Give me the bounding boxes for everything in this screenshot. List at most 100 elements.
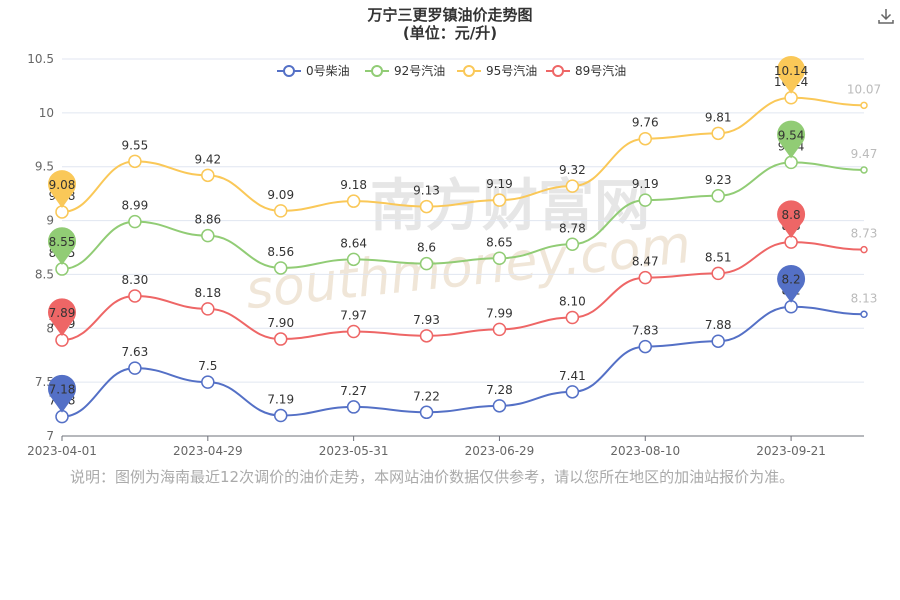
pin-label: 10.14 bbox=[774, 64, 808, 78]
x-tick-label: 2023-05-31 bbox=[319, 444, 389, 458]
y-tick-label: 7 bbox=[46, 429, 54, 443]
data-label: 8.56 bbox=[267, 245, 294, 259]
data-point[interactable] bbox=[273, 408, 288, 423]
legend-item[interactable]: 95号汽油 bbox=[457, 63, 537, 78]
pin-label: 9.54 bbox=[778, 128, 805, 142]
data-point[interactable] bbox=[128, 154, 142, 169]
markpoint-pin[interactable]: 7.89 bbox=[48, 298, 76, 337]
data-point[interactable] bbox=[201, 375, 215, 389]
data-point[interactable] bbox=[273, 204, 288, 218]
pin-label: 8.2 bbox=[782, 273, 801, 287]
data-label: 8.73 bbox=[851, 227, 878, 241]
pin-label: 7.18 bbox=[49, 383, 76, 397]
data-label: 9.76 bbox=[632, 116, 659, 130]
data-point[interactable] bbox=[711, 266, 725, 281]
markpoint-pin[interactable]: 9.08 bbox=[48, 170, 76, 208]
legend-item[interactable]: 89号汽油 bbox=[546, 63, 626, 78]
data-point[interactable] bbox=[860, 245, 868, 254]
data-label: 9.23 bbox=[705, 173, 732, 187]
legend-item[interactable]: 92号汽油 bbox=[365, 63, 445, 78]
data-point[interactable] bbox=[711, 126, 725, 141]
data-point[interactable] bbox=[273, 332, 288, 346]
data-point[interactable] bbox=[419, 256, 434, 271]
markpoint-pin[interactable]: 8.2 bbox=[777, 264, 806, 303]
legend-label: 95号汽油 bbox=[486, 63, 537, 78]
markpoint-pin[interactable]: 8.8 bbox=[777, 200, 806, 239]
series-line bbox=[61, 96, 865, 213]
data-point[interactable] bbox=[419, 329, 434, 343]
data-label: 9.55 bbox=[122, 138, 149, 152]
data-label: 8.18 bbox=[194, 286, 221, 300]
pin-shape bbox=[48, 227, 76, 266]
legend-label: 89号汽油 bbox=[575, 63, 626, 78]
data-point[interactable] bbox=[419, 199, 434, 214]
legend-symbol bbox=[463, 65, 475, 77]
data-point[interactable] bbox=[201, 302, 215, 316]
axes: 7 7.5 8 8.5 9 9.5 10 10.5 2023-04-01 2023-04-29 20… bbox=[27, 52, 864, 458]
legend[interactable]: 0号柴油 92号汽油 95号汽油 89号汽油 bbox=[277, 63, 626, 78]
data-point[interactable] bbox=[638, 131, 653, 146]
markpoint-pin[interactable]: 10.14 bbox=[774, 55, 808, 94]
x-tick-label: 2023-08-10 bbox=[610, 444, 680, 458]
data-point[interactable] bbox=[419, 405, 434, 420]
data-point[interactable] bbox=[492, 193, 507, 207]
data-point[interactable] bbox=[638, 339, 653, 354]
y-tick-label: 9.5 bbox=[35, 160, 54, 174]
data-point[interactable] bbox=[860, 310, 868, 319]
pin-label: 9.08 bbox=[49, 178, 76, 192]
data-label: 8.10 bbox=[559, 295, 586, 309]
data-point[interactable] bbox=[492, 322, 507, 337]
pin-shape bbox=[777, 264, 806, 303]
data-label: 7.27 bbox=[340, 384, 367, 398]
y-tick-label: 9 bbox=[46, 214, 54, 228]
series-layer: 7.18 7.63 7.5 7.19 7.27 7.22 7.28 7.41 7.83 7.88 8… bbox=[49, 75, 881, 424]
markpoint-pin[interactable]: 7.18 bbox=[48, 374, 76, 413]
data-point[interactable] bbox=[128, 289, 142, 303]
data-label: 7.93 bbox=[413, 313, 440, 327]
markpoint-pin[interactable]: 9.54 bbox=[777, 120, 806, 159]
y-tick-label: 8.5 bbox=[35, 267, 54, 281]
data-label: 7.97 bbox=[340, 309, 367, 323]
data-point[interactable] bbox=[346, 324, 361, 339]
data-point[interactable] bbox=[201, 168, 215, 183]
legend-symbol bbox=[552, 65, 564, 77]
data-point[interactable] bbox=[711, 334, 725, 348]
legend-item[interactable]: 0号柴油 bbox=[277, 64, 350, 78]
data-point[interactable] bbox=[346, 400, 361, 414]
data-point[interactable] bbox=[565, 385, 580, 399]
data-point[interactable] bbox=[492, 399, 507, 413]
data-label: 9.09 bbox=[267, 188, 294, 202]
data-label: 8.13 bbox=[851, 291, 878, 305]
y-tick-label: 8 bbox=[46, 321, 54, 335]
data-point[interactable] bbox=[346, 194, 361, 208]
data-point[interactable] bbox=[565, 310, 580, 325]
data-point[interactable] bbox=[273, 261, 288, 275]
data-point[interactable] bbox=[201, 228, 215, 243]
data-point[interactable] bbox=[565, 237, 580, 252]
data-label: 9.81 bbox=[705, 110, 732, 124]
data-point[interactable] bbox=[492, 251, 507, 266]
download-icon[interactable] bbox=[876, 6, 896, 26]
data-point[interactable] bbox=[565, 179, 580, 193]
data-label: 7.19 bbox=[267, 393, 294, 407]
data-point[interactable] bbox=[638, 270, 653, 285]
data-point[interactable] bbox=[860, 166, 868, 174]
data-label: 8.6 bbox=[417, 241, 436, 255]
pin-label: 7.89 bbox=[49, 306, 76, 320]
data-label: 7.88 bbox=[705, 318, 732, 332]
data-label: 8.47 bbox=[632, 255, 659, 269]
data-point[interactable] bbox=[128, 214, 142, 229]
data-point[interactable] bbox=[711, 189, 725, 203]
legend-label: 92号汽油 bbox=[394, 63, 445, 78]
data-label: 9.47 bbox=[851, 147, 878, 161]
x-tick-label: 2023-06-29 bbox=[465, 444, 535, 458]
data-point[interactable] bbox=[638, 193, 653, 207]
x-tick-label: 2023-04-29 bbox=[173, 444, 243, 458]
data-label: 10.07 bbox=[847, 82, 881, 96]
data-label: 8.78 bbox=[559, 221, 586, 235]
data-point[interactable] bbox=[128, 361, 142, 375]
markpoint-pin[interactable]: 8.55 bbox=[48, 227, 76, 266]
data-label: 8.99 bbox=[122, 199, 149, 213]
data-point[interactable] bbox=[860, 101, 868, 110]
data-point[interactable] bbox=[346, 252, 361, 267]
